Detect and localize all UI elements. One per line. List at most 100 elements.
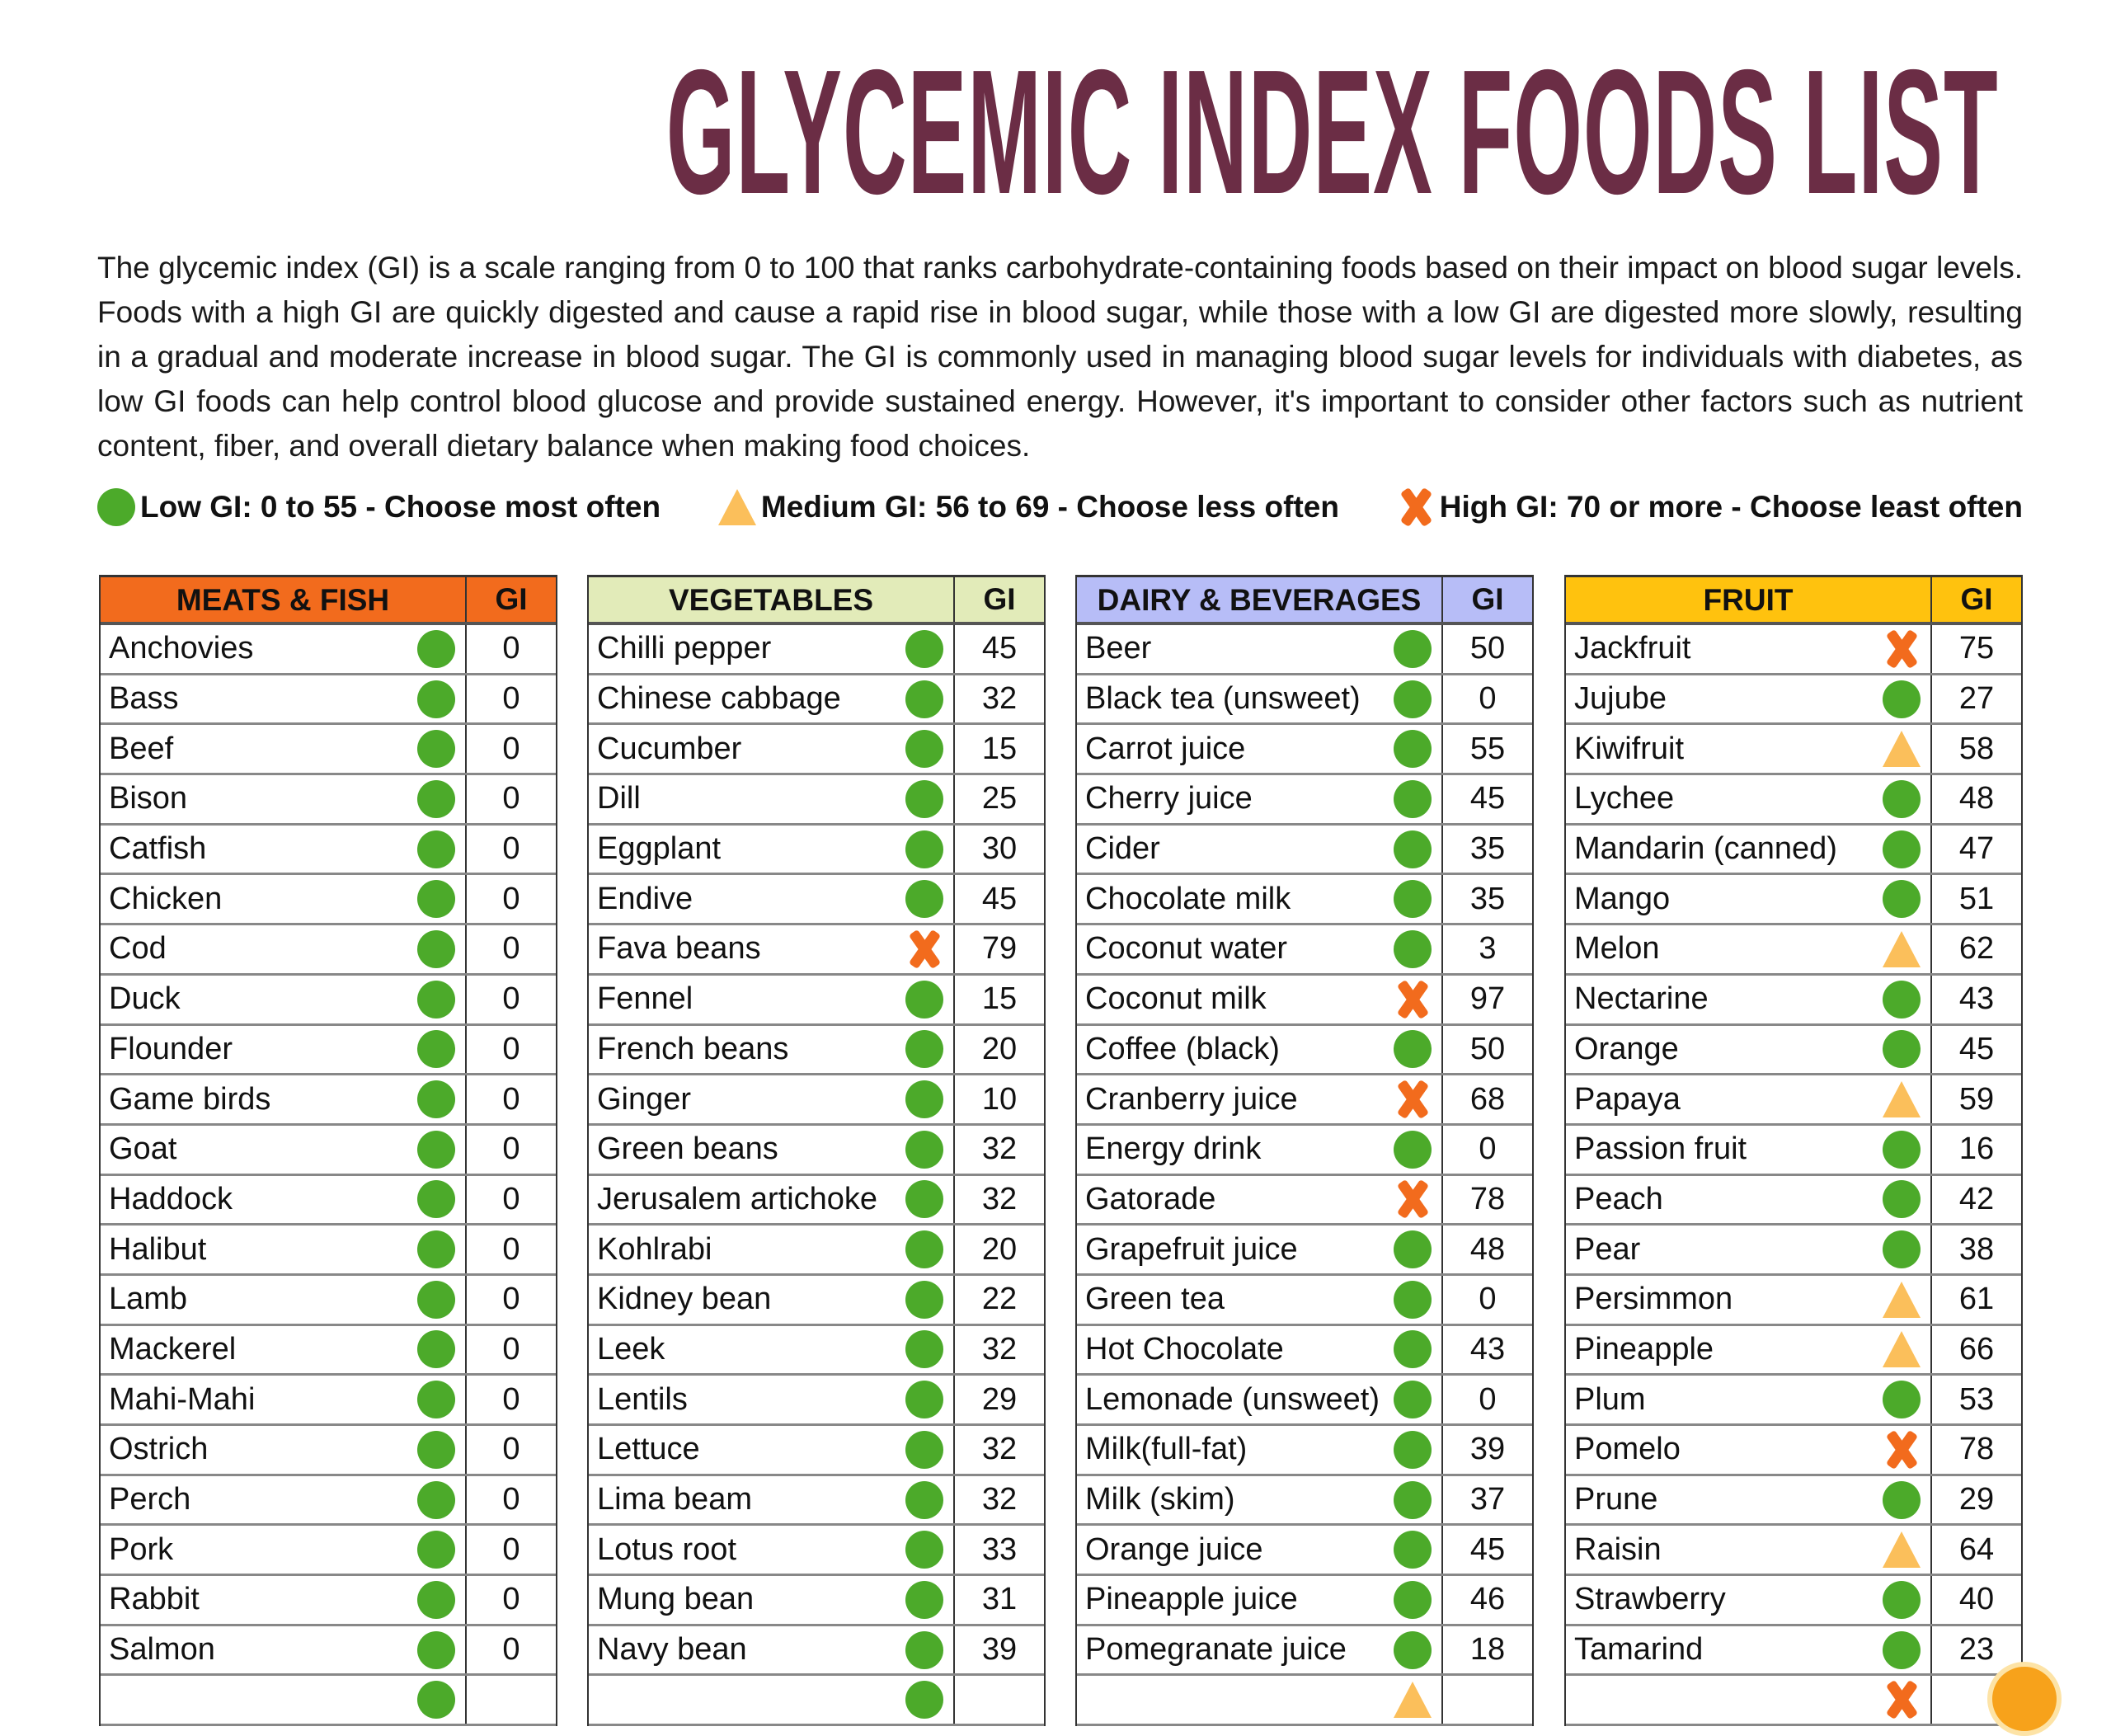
food-name: Green beans — [597, 1131, 778, 1167]
food-cell: Leek — [589, 1325, 955, 1374]
green-circle-icon — [417, 1080, 455, 1119]
food-name: Melon — [1574, 931, 1660, 967]
green-circle-icon — [417, 929, 455, 968]
green-circle-icon — [417, 1030, 455, 1069]
food-name: Chicken — [109, 881, 223, 916]
gi-value: 79 — [981, 931, 1018, 967]
orange-x-icon — [1394, 1180, 1432, 1218]
food-name: Dill — [597, 781, 641, 816]
food-name: Pineapple juice — [1085, 1582, 1298, 1617]
intro-paragraph: The glycemic index (GI) is a scale rangi… — [97, 251, 2023, 463]
green-circle-icon — [905, 1330, 943, 1369]
food-cell: Melon — [1566, 925, 1932, 973]
food-cell: Gatorade — [1077, 1175, 1443, 1224]
table-row: Milk(full-fat) 39 — [1077, 1426, 1532, 1476]
table-row: Perch 0 — [101, 1475, 556, 1527]
table-row: Prune 29 — [1566, 1475, 2021, 1527]
gi-value: 62 — [1958, 931, 1995, 967]
food-cell: Chicken — [101, 875, 467, 924]
green-circle-icon — [1394, 1580, 1432, 1619]
food-cell: Flounder — [101, 1025, 467, 1074]
gi-value: 32 — [981, 1331, 1018, 1367]
food-name: Pear — [1574, 1231, 1641, 1267]
food-name: Pineapple — [1574, 1331, 1714, 1367]
table-row: Mung bean 31 — [589, 1576, 1044, 1626]
green-circle-icon — [417, 1531, 455, 1569]
gi-value: 0 — [502, 781, 520, 816]
food-name: Chinese cabbage — [597, 681, 841, 717]
orange-triangle-icon — [1883, 1331, 1921, 1368]
food-cell: Ginger — [589, 1075, 955, 1123]
table-row: Cider 35 — [1077, 825, 1532, 876]
food-name: Jerusalem artichoke — [597, 1181, 878, 1216]
food-cell: Papaya — [1566, 1075, 1932, 1123]
food-name: Duck — [109, 981, 181, 1017]
legend-label: Medium GI: 56 to 69 - Choose less often — [760, 490, 1339, 524]
gi-value: 35 — [1469, 881, 1506, 916]
orange-x-icon — [1883, 630, 1921, 668]
food-cell: Anchovies — [101, 625, 467, 673]
green-circle-icon — [1394, 1630, 1432, 1669]
gi-value: 32 — [981, 1482, 1018, 1517]
table-row: Chicken 0 — [101, 875, 556, 926]
gi-value: 0 — [502, 1632, 520, 1668]
table-row: Coconut water 3 — [1077, 925, 1532, 976]
food-name: Flounder — [109, 1031, 233, 1066]
gi-value: 43 — [1958, 981, 1995, 1017]
food-name: Coconut water — [1085, 931, 1288, 967]
food-cell: Rabbit — [101, 1576, 467, 1624]
food-name: Halibut — [109, 1231, 207, 1267]
food-cell: Pear — [1566, 1226, 1932, 1273]
table-row: Anchovies 0 — [101, 625, 556, 675]
food-cell: Tamarind — [1566, 1625, 1932, 1674]
orange-triangle-icon — [1883, 1531, 1921, 1569]
green-circle-icon — [1394, 1480, 1432, 1519]
table-row: Pomelo 78 — [1566, 1426, 2021, 1476]
table-row: Flounder 0 — [101, 1025, 556, 1076]
table-row: Lemonade (unsweet) 0 — [1077, 1376, 1532, 1426]
table-row: Ostrich 0 — [101, 1426, 556, 1476]
gi-value: 10 — [981, 1081, 1018, 1117]
green-circle-icon — [1394, 1280, 1432, 1319]
green-circle-icon — [417, 1180, 455, 1219]
title-text: GLYCEMIC INDEX FOODS LIST — [665, 32, 1999, 231]
gi-value: 0 — [502, 1482, 520, 1517]
gi-value: 40 — [1958, 1582, 1995, 1617]
gi-value: 45 — [981, 631, 1018, 666]
table-row — [101, 1676, 556, 1727]
gi-value: 45 — [1469, 1531, 1506, 1567]
green-circle-icon — [417, 1330, 455, 1369]
food-cell: Coffee (black) — [1077, 1025, 1443, 1074]
gi-value: 29 — [981, 1381, 1018, 1417]
gi-value: 42 — [1958, 1181, 1995, 1216]
orange-triangle-icon — [717, 489, 756, 525]
orange-x-icon — [1394, 981, 1432, 1019]
food-cell: Carrot juice — [1077, 725, 1443, 774]
table-row: Plum 53 — [1566, 1376, 2021, 1426]
table-row: French beans 20 — [589, 1025, 1044, 1076]
food-cell: Game birds — [101, 1075, 467, 1123]
food-name: Jujube — [1574, 681, 1667, 717]
food-cell: Salmon — [101, 1625, 467, 1674]
table-row: Navy bean 39 — [589, 1625, 1044, 1677]
table-row: Coconut milk 97 — [1077, 975, 1532, 1026]
food-cell: Cucumber — [589, 725, 955, 774]
table-row: Peach 42 — [1566, 1175, 2021, 1226]
table-row: Mackerel 0 — [101, 1325, 556, 1376]
food-cell: Halibut — [101, 1226, 467, 1273]
table-row: Jujube 27 — [1566, 675, 2021, 726]
food-cell: Mung bean — [589, 1576, 955, 1624]
page-title: GLYCEMIC INDEX FOODS LIST — [0, 32, 2111, 231]
table-row: Lettuce 32 — [589, 1426, 1044, 1476]
food-cell: Lentils — [589, 1376, 955, 1423]
gi-value: 0 — [1479, 1282, 1497, 1317]
food-cell: Haddock — [101, 1175, 467, 1224]
gi-value: 47 — [1958, 831, 1995, 867]
green-circle-icon — [905, 1180, 943, 1219]
food-name: Grapefruit juice — [1085, 1231, 1298, 1267]
food-name: Fava beans — [597, 931, 761, 967]
orange-triangle-icon — [1883, 930, 1921, 967]
food-cell: Chilli pepper — [589, 625, 955, 673]
food-name: Mandarin (canned) — [1574, 831, 1837, 867]
table-meats-fish: MEATS & FISH GI Anchovies 0 Bass 0 Beef 0 Bison 0… — [99, 575, 557, 1727]
